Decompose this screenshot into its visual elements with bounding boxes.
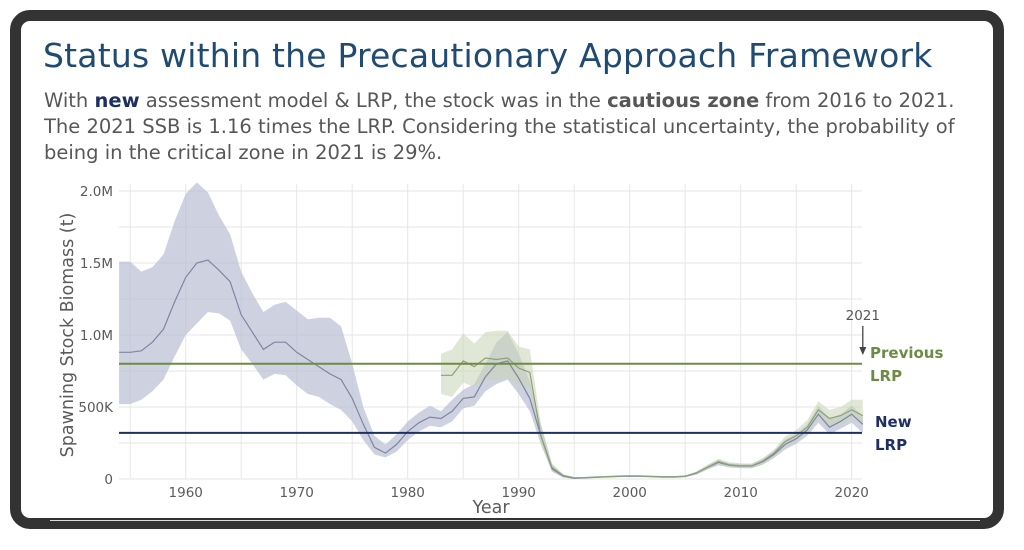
previous-lrp-label-2: LRP bbox=[870, 367, 902, 385]
y-tick-label: 1.5M bbox=[80, 256, 113, 272]
reference-lines: Previous LRP New LRP bbox=[119, 344, 943, 454]
summary-text-2: assessment model & LRP, the stock was in… bbox=[139, 89, 608, 112]
x-tick-label: 1990 bbox=[502, 485, 536, 501]
annotations: 2021 bbox=[846, 308, 880, 355]
new-lrp-label-2: LRP bbox=[875, 436, 907, 454]
uncertainty-bands bbox=[119, 182, 863, 479]
x-tick-label: 2010 bbox=[724, 485, 758, 501]
grid bbox=[119, 184, 862, 480]
uncertainty-band-previous bbox=[119, 182, 863, 479]
new-lrp-label: New bbox=[875, 413, 912, 431]
summary-text-1: With bbox=[44, 89, 95, 112]
y-axis: 0 500K 1.0M 1.5M 2.0M bbox=[78, 184, 114, 488]
uncertainty-band-new bbox=[441, 330, 863, 479]
year-annotation-label: 2021 bbox=[846, 308, 880, 324]
summary-text-3: from 2016 to 2021. The 2021 SSB is 1.16 … bbox=[44, 89, 955, 164]
series-line-new bbox=[441, 357, 864, 479]
status-summary: With new assessment model & LRP, the sto… bbox=[44, 88, 984, 166]
summary-cautious-emphasis: cautious zone bbox=[607, 89, 760, 112]
y-tick-label: 1.0M bbox=[80, 328, 113, 344]
down-arrow-icon bbox=[859, 347, 867, 355]
x-axis: 1960 1970 1980 1990 2000 2010 2020 bbox=[169, 485, 869, 501]
x-tick-label: 2000 bbox=[613, 485, 647, 501]
y-tick-label: 0 bbox=[104, 472, 113, 488]
series-lines bbox=[119, 259, 864, 479]
x-tick-label: 1970 bbox=[280, 485, 314, 501]
x-axis-title: Year bbox=[471, 498, 510, 518]
bottom-divider bbox=[50, 520, 980, 521]
y-tick-label: 500K bbox=[78, 400, 114, 416]
y-tick-label: 2.0M bbox=[80, 184, 113, 200]
x-tick-label: 1960 bbox=[169, 485, 203, 501]
x-tick-label: 1980 bbox=[391, 485, 425, 501]
summary-new-emphasis: new bbox=[94, 89, 140, 112]
previous-lrp-label: Previous bbox=[870, 344, 943, 362]
x-tick-label: 2020 bbox=[835, 485, 869, 501]
page-title: Status within the Precautionary Approach… bbox=[43, 36, 933, 75]
y-axis-title: Spawning Stock Biomass (t) bbox=[58, 213, 78, 458]
